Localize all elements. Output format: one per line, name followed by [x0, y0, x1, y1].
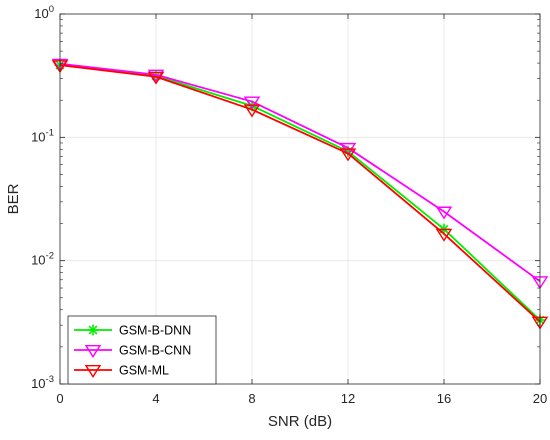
y-tick-label: 10-2 — [31, 251, 54, 268]
ticks: 0 4 8 12 16 20 10-3 10-2 10-1 100 — [31, 4, 547, 406]
legend-marker — [84, 344, 102, 358]
data-point — [339, 148, 357, 162]
asterisk-stroke — [88, 325, 98, 335]
y-tick-label: 10-1 — [31, 127, 54, 144]
x-tick-label: 12 — [341, 391, 355, 406]
x-axis-label: SNR (dB) — [268, 413, 332, 430]
y-axis-label: BER — [5, 183, 22, 214]
legend-marker — [87, 324, 99, 336]
data-point — [435, 206, 453, 220]
legend-label: GSM-ML — [119, 364, 169, 378]
legend-item: GSM-B-CNN — [74, 344, 191, 358]
plot-frame — [59, 13, 541, 385]
x-tick-label: 0 — [56, 391, 63, 406]
legend-marker — [84, 364, 102, 378]
x-tick-label: 4 — [152, 391, 159, 406]
data-point — [243, 96, 261, 110]
data-point — [147, 71, 165, 85]
y-tick-label: 10-3 — [31, 374, 54, 391]
legend: GSM-B-DNN GSM-B-CNN GSM-ML — [67, 315, 217, 385]
y-tick-label: 100 — [34, 4, 54, 21]
x-tick-label: 16 — [437, 391, 451, 406]
legend-label: GSM-B-DNN — [119, 324, 191, 338]
series-3 — [51, 60, 549, 330]
series-line — [59, 64, 541, 323]
series-line — [59, 62, 541, 283]
x-tick-label: 8 — [248, 391, 255, 406]
legend-item: GSM-B-DNN — [74, 324, 191, 338]
legend-label: GSM-B-CNN — [119, 344, 191, 358]
legend-item: GSM-ML — [74, 364, 169, 378]
x-tick-label: 20 — [533, 391, 547, 406]
data-point — [243, 104, 261, 118]
data-point — [435, 228, 453, 242]
